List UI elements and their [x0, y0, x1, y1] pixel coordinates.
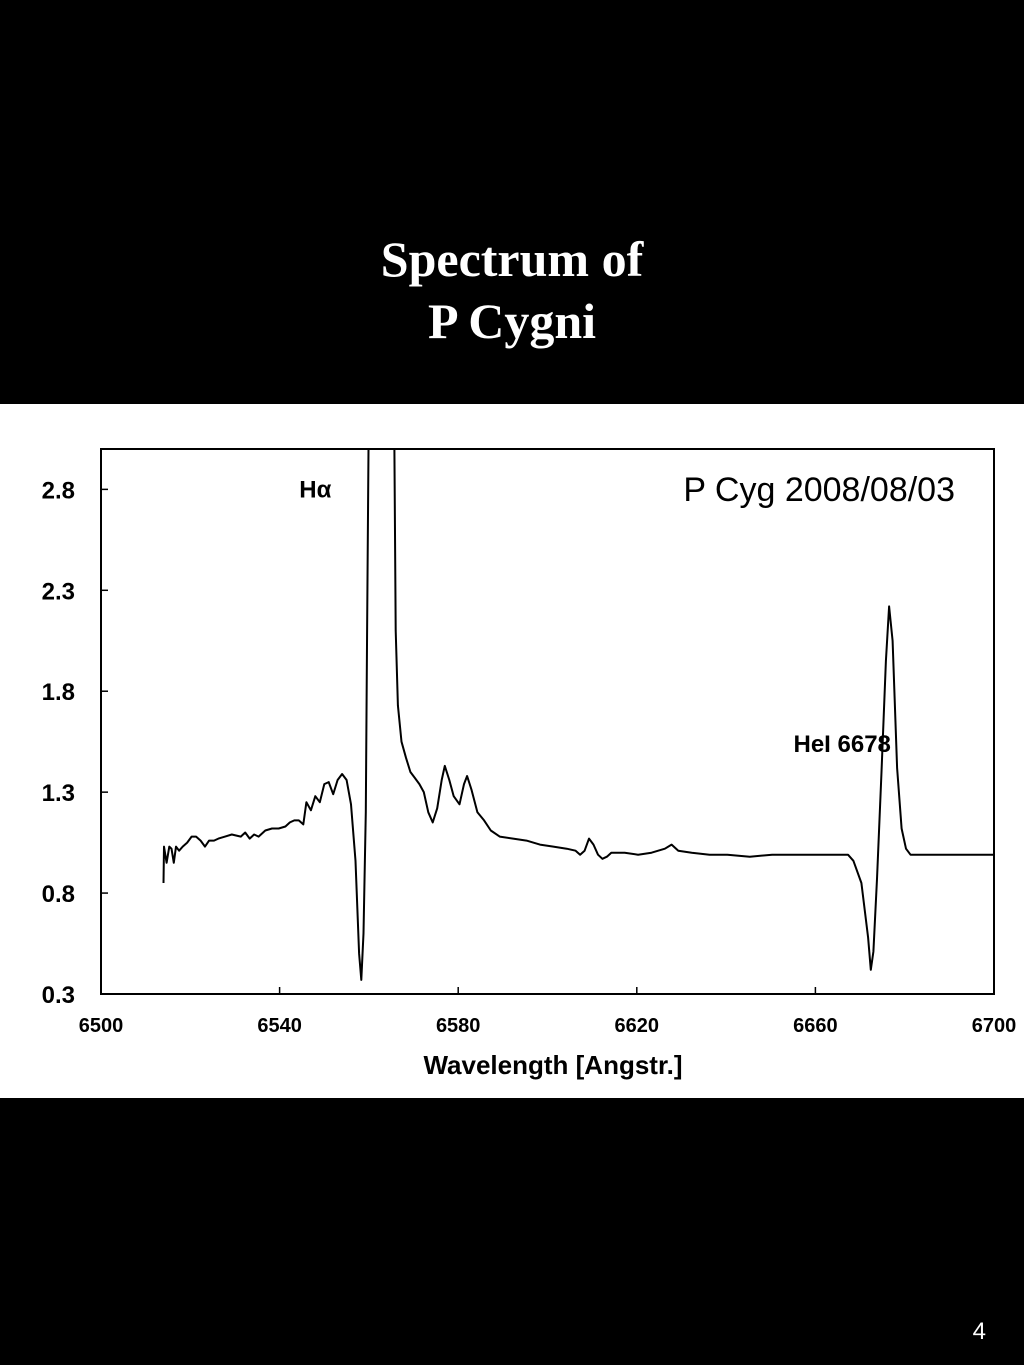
- series-layer: [162, 448, 994, 981]
- annotation-layer: Hα HeI 6678: [299, 476, 891, 757]
- x-tick-label: 6580: [436, 1015, 481, 1037]
- spectrum-chart: 0.30.81.31.82.32.8 6500 6540 6580 6620 6660 6…: [42, 448, 1017, 1080]
- spectrum-figure-panel: 0.3 0.8 1.3 1.8 2.3 2.8 6500 6540 6580 6620 6660 6…: [0, 404, 1024, 1098]
- plot-frame: [100, 448, 995, 995]
- y-axis-ticks: 0.3 0.8 1.3 1.8 2.3 2.8: [42, 477, 108, 1009]
- y-tick-label: 1.8: [42, 679, 75, 706]
- x-tick-label: 6620: [615, 1015, 660, 1037]
- y-tick-label: 0.8: [42, 881, 75, 908]
- x-tick-label: 6700: [972, 1015, 1017, 1037]
- x-tick-label: 6660: [793, 1015, 838, 1037]
- chart-title: P Cyg 2008/08/03: [683, 471, 955, 509]
- slide-title: Spectrum of P Cygni: [0, 228, 1024, 352]
- x-tick-label: 6500: [79, 1015, 124, 1037]
- y-tick-label: 2.3: [42, 578, 75, 605]
- y-tick-label: 0.3: [42, 982, 75, 1009]
- x-axis-ticks: 6500 6540 6580 6620 6660 6700: [79, 987, 1017, 1037]
- x-axis-label: Wavelength [Angstr.]: [423, 1050, 682, 1080]
- slide-title-line1: Spectrum of: [380, 231, 644, 287]
- x-tick-label: 6540: [257, 1015, 302, 1037]
- y-tick-label: 1.3: [42, 780, 75, 807]
- slide-title-line2: P Cygni: [427, 293, 597, 349]
- spectrum-line: [162, 448, 994, 981]
- y-tick-label: 2.8: [42, 477, 75, 504]
- slide-number: 4: [972, 1318, 986, 1345]
- chart-annotation: Hα: [299, 476, 331, 503]
- chart-annotation: HeI 6678: [793, 731, 890, 758]
